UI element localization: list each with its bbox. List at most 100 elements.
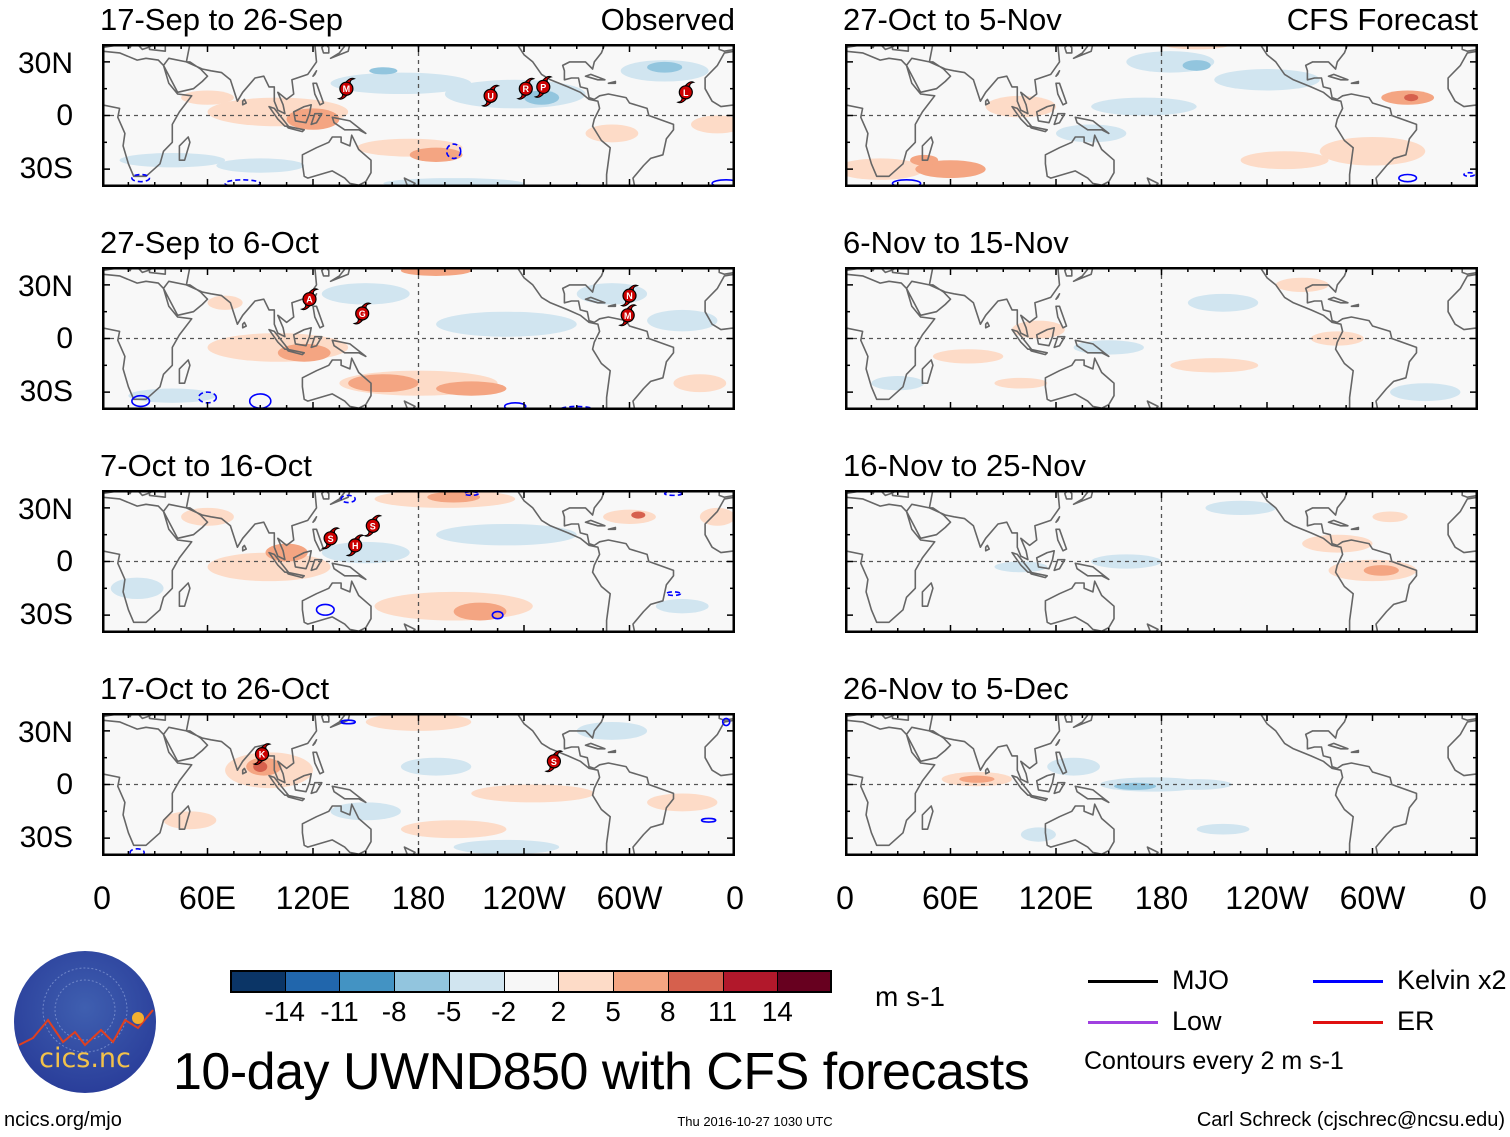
lon-label: 60E	[922, 880, 979, 916]
tropical-cyclone-icon: P	[533, 75, 553, 98]
wind-anomaly-region	[631, 511, 646, 519]
wind-anomaly-region	[369, 67, 398, 75]
wind-anomaly-region	[330, 72, 472, 95]
wind-anomaly-region	[400, 757, 472, 776]
colorbar-units: m s-1	[875, 981, 945, 1012]
wind-anomaly-region	[691, 115, 735, 134]
lat-label: 30N	[17, 47, 73, 80]
lon-label: 180	[391, 880, 446, 916]
storm-label: M	[343, 84, 351, 94]
wind-anomaly-region	[994, 377, 1048, 389]
wind-anomaly-region	[471, 784, 595, 803]
colorbar-swatch	[230, 970, 286, 993]
panel-title: 27-Oct to 5-Nov	[843, 2, 1062, 37]
wind-anomaly-region	[871, 376, 925, 391]
colorbar-swatch	[339, 970, 395, 993]
kelvin-contour	[491, 610, 504, 620]
colorbar-swatch	[558, 970, 614, 993]
storm-label: U	[487, 91, 494, 101]
kelvin-contour	[463, 490, 480, 497]
legend-label: MJO	[1172, 965, 1229, 995]
logo-text: cics.nc	[39, 1043, 131, 1074]
kelvin-contour	[1463, 171, 1476, 178]
map-canvas: S H S	[102, 490, 735, 633]
tropical-cyclone-icon: L	[676, 81, 696, 104]
colorbar-label: 2	[550, 996, 567, 1027]
colorbar-label: -8	[381, 996, 407, 1027]
storm-label: R	[523, 84, 530, 94]
legend-line-kelvin	[1313, 980, 1383, 983]
wind-anomaly-region	[647, 309, 718, 332]
lon-label: 180	[1134, 880, 1189, 916]
wind-anomaly-region	[1161, 779, 1232, 790]
wind-anomaly-region	[524, 90, 560, 105]
map-panel-forecast	[845, 713, 1478, 856]
tropical-cyclone-icon: M	[618, 304, 638, 327]
colorbar-swatch	[667, 970, 724, 993]
lon-label: 120W	[1225, 880, 1309, 916]
lat-label: 30N	[17, 716, 73, 749]
wind-anomaly-region	[1214, 69, 1320, 91]
footer-credit: Carl Schreck (cjschrec@ncsu.edu)	[1196, 1109, 1505, 1131]
colorbar-label: -2	[491, 996, 517, 1027]
wind-anomaly-region	[436, 311, 577, 337]
wind-anomaly-region	[409, 147, 463, 162]
colorbar-swatch	[613, 970, 669, 993]
storm-label: L	[683, 88, 689, 98]
wind-anomaly-region	[603, 509, 656, 524]
panel-title: 17-Oct to 26-Oct	[100, 671, 330, 706]
lon-label: 60W	[596, 880, 663, 916]
legend-line-low	[1088, 1021, 1158, 1024]
wind-anomaly-region	[1091, 97, 1197, 116]
wind-anomaly-region	[585, 124, 639, 143]
wind-anomaly-region	[1302, 534, 1373, 553]
storm-label: S	[370, 521, 376, 531]
colorbar-label: 11	[707, 996, 738, 1027]
wind-anomaly-region	[1319, 136, 1426, 166]
kelvin-contour	[340, 719, 356, 725]
kelvin-contour	[131, 394, 151, 408]
kelvin-contour	[891, 179, 922, 187]
wind-anomaly-region	[436, 523, 577, 546]
legend-label: Low	[1172, 1006, 1222, 1036]
legend-label: Kelvin x2	[1397, 965, 1507, 995]
lon-label: 0	[726, 880, 744, 916]
wind-anomaly-region	[216, 158, 305, 173]
map-panel-forecast	[845, 490, 1478, 633]
contour-note: Contours every 2 m s-1	[1084, 1047, 1344, 1075]
map-canvas: KS	[102, 713, 735, 856]
wind-anomaly-region	[576, 721, 648, 740]
kelvin-contour	[721, 717, 731, 727]
wind-anomaly-region	[994, 561, 1048, 573]
wind-anomaly-region	[1056, 124, 1127, 143]
kelvin-contour	[340, 494, 356, 504]
lon-label: 120E	[1018, 880, 1094, 916]
wind-anomaly-region	[1182, 60, 1211, 71]
footer-timestamp: Thu 2016-10-27 1030 UTC	[677, 1114, 833, 1129]
footer-url[interactable]: ncics.org/mjo	[4, 1109, 122, 1131]
legend-label: ER	[1397, 1006, 1435, 1036]
wind-anomaly-region	[265, 543, 308, 562]
wind-anomaly-region	[647, 61, 683, 73]
storm-label: K	[259, 750, 266, 760]
lat-label: 30S	[19, 375, 73, 408]
wind-anomaly-region	[207, 333, 349, 362]
tropical-cyclone-icon: M	[336, 77, 356, 100]
wind-anomaly-region	[110, 577, 164, 600]
wind-anomaly-region	[427, 491, 481, 503]
wind-anomaly-region	[1205, 500, 1276, 516]
wind-anomaly-region	[1310, 331, 1364, 346]
wind-anomaly-region	[1187, 293, 1259, 312]
colorbar-swatch	[394, 970, 450, 993]
panel-title: 26-Nov to 5-Dec	[843, 671, 1069, 706]
kelvin-contour	[129, 848, 145, 856]
panel-title: 17-Sep to 26-Sep	[100, 2, 344, 37]
wind-anomaly-region	[845, 158, 925, 180]
tropical-cyclone-icon: A	[299, 288, 320, 311]
kelvin-contour	[1398, 173, 1418, 183]
wind-anomaly-region	[119, 153, 226, 168]
map-canvas: A G NM	[102, 267, 735, 410]
wind-anomaly-region	[321, 283, 410, 305]
wind-anomaly-region	[436, 381, 507, 396]
